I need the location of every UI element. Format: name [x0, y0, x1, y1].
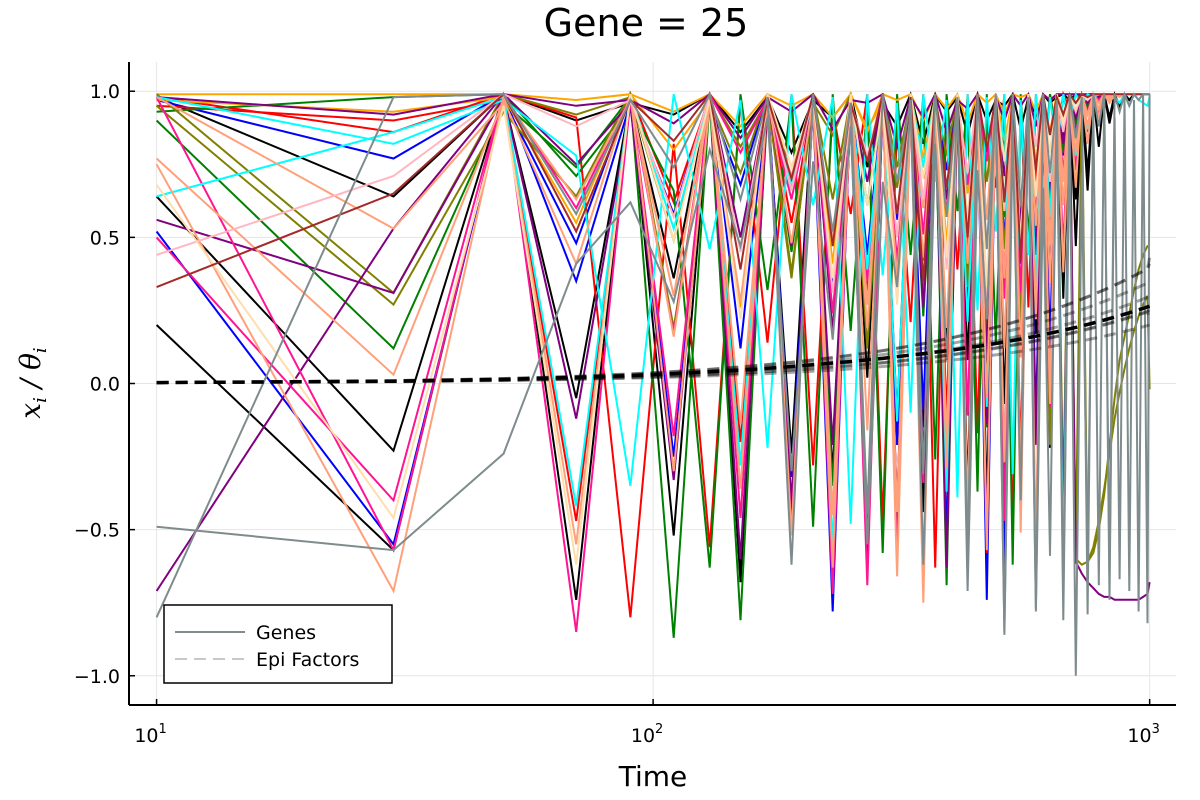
x-tick-label: 102: [631, 722, 663, 747]
epi-factor-series-line: [156, 323, 1151, 385]
epi-factor-series-line: [156, 304, 1151, 385]
x-tick-label: 103: [1127, 722, 1159, 747]
y-tick-label: 1.0: [90, 81, 120, 103]
y-tick-label: 0.5: [90, 227, 120, 249]
legend-label-epi-factors: Epi Factors: [256, 649, 359, 671]
legend-box: [163, 604, 393, 684]
y-label-sep: /: [14, 370, 47, 397]
x-axis-label: Time: [618, 760, 688, 793]
epi-factor-series-line: [156, 309, 1152, 385]
legend-label-genes: Genes: [256, 622, 316, 644]
epi-series-group: [156, 257, 1152, 385]
gene-series-line: [156, 91, 1150, 289]
gene-series-line: [155, 91, 1150, 632]
series-group: [155, 90, 1151, 676]
y-label-theta-sub: i: [30, 347, 51, 353]
epi-factor-series-line: [156, 309, 1151, 385]
y-tick-label: −0.5: [74, 520, 120, 542]
epi-factor-series-line: [156, 263, 1151, 385]
x-tick-label: 101: [134, 722, 166, 747]
y-tick-label: 0.0: [90, 374, 120, 396]
gene-series-line: [155, 91, 1151, 566]
y-tick-label: −1.0: [74, 666, 120, 688]
y-axis-label: xi / θi: [14, 347, 51, 418]
y-label-x-sub: i: [30, 397, 51, 403]
gene-series-line: [156, 91, 1150, 568]
chart-title: Gene = 25: [544, 1, 749, 45]
tick-marks: 1.0 0.5 0.0 −0.5 −1.0 101 102 103: [74, 81, 1160, 747]
legend: Genes Epi Factors: [163, 604, 393, 684]
epi-factor-series-line: [156, 257, 1152, 385]
y-label-x: x: [14, 403, 47, 419]
y-label-theta: θ: [14, 353, 47, 370]
